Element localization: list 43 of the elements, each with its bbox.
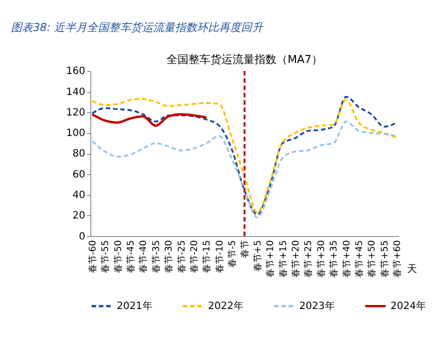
line-series	[91, 113, 208, 127]
x-tick-label: 春节+10	[265, 240, 276, 278]
y-tick-label: 100	[66, 128, 86, 140]
x-tick-label: 春节-60	[87, 240, 98, 274]
x-axis-title: 天	[406, 264, 417, 276]
x-tick-label: 春节-55	[100, 240, 112, 274]
x-tick-label: 春节+30	[316, 240, 327, 278]
x-tick-label: 春节+25	[303, 240, 314, 278]
x-tick-label: 春节+35	[328, 240, 340, 278]
x-tick-label: 春节-10	[214, 240, 226, 274]
y-tick-label: 80	[72, 148, 86, 160]
x-tick-label: 春节+45	[354, 240, 365, 278]
x-tick-label: 春节-25	[176, 240, 188, 274]
x-tick-label: 春节-20	[188, 240, 200, 274]
legend-label: 2023年	[299, 300, 335, 312]
x-tick-label: 春节-45	[126, 240, 136, 274]
legend-label: 2022年	[208, 300, 244, 312]
x-tick-label: 春节-40	[138, 240, 150, 274]
x-tick-label: 春节-30	[164, 240, 175, 274]
y-tick-label: 120	[66, 107, 86, 118]
chart-title: 图表38: 近半月全国整车货运流量指数环比再度回升	[10, 20, 264, 34]
y-tick-label: 140	[66, 86, 86, 98]
y-tick-label: 40	[72, 190, 86, 202]
x-tick-label: 春节+15	[278, 240, 289, 278]
x-tick-label: 春节+40	[341, 240, 352, 278]
x-tick-label: 春节-5	[227, 240, 238, 268]
x-tick-label: 春节+55	[379, 240, 390, 278]
y-tick-label: 160	[66, 66, 86, 78]
x-tick-label: 春节-15	[202, 240, 213, 274]
y-tick-label: 0	[78, 231, 86, 242]
legend-label: 2024年	[390, 300, 426, 312]
line-series	[91, 120, 398, 218]
legend-label: 2021年	[116, 300, 152, 312]
x-tick-label: 春节+5	[252, 240, 264, 272]
chart-subtitle: 全国整车货运流量指数（MA7）	[166, 52, 322, 66]
x-tick-label: 春节+60	[392, 240, 404, 278]
x-tick-label: 春节	[240, 240, 251, 258]
y-tick-label: 60	[72, 169, 86, 180]
x-tick-label: 春节-35	[150, 240, 162, 274]
x-tick-label: 春节-50	[112, 240, 124, 274]
x-tick-label: 春节+50	[366, 240, 378, 278]
x-tick-label: 春节+20	[290, 240, 302, 278]
y-tick-label: 20	[72, 210, 86, 222]
